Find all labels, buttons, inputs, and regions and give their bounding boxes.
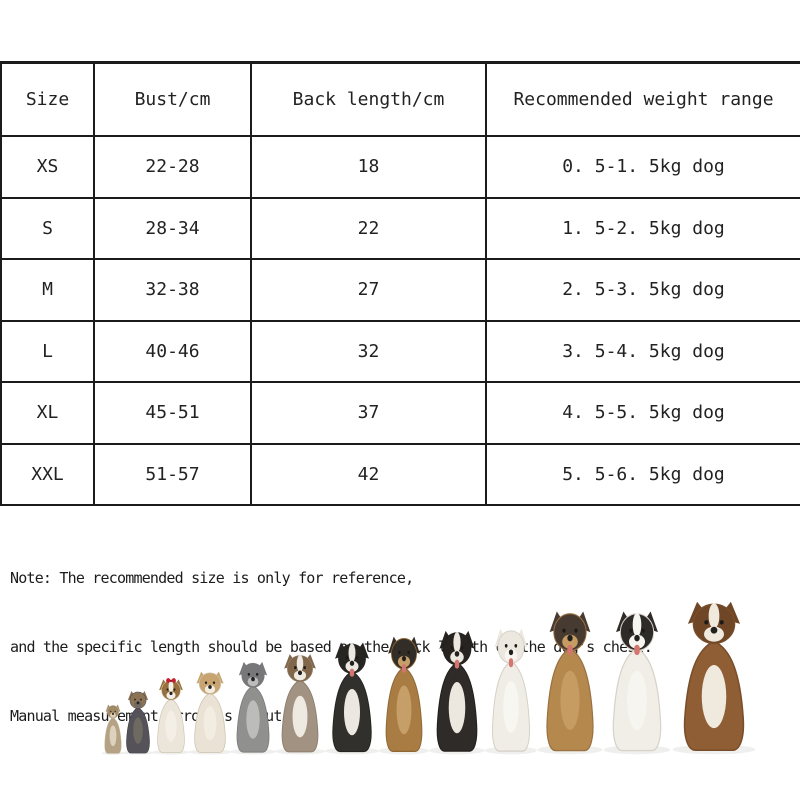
table-row: S 28-34 22 1. 5-2. 5kg dog bbox=[0, 196, 800, 260]
dog-mastiff bbox=[534, 607, 606, 755]
size-cell: XS bbox=[0, 135, 95, 199]
size-cell: M bbox=[0, 258, 95, 322]
size-chart-table: Size Bust/cm Back length/cm Recommended … bbox=[0, 61, 800, 506]
column-header-weight: Recommended weight range bbox=[485, 61, 800, 137]
back-length-cell: 37 bbox=[250, 381, 487, 445]
dog-schnauzer bbox=[228, 659, 278, 755]
bust-cell: 45-51 bbox=[93, 381, 252, 445]
bust-cell: 51-57 bbox=[93, 442, 252, 506]
dog-yorkshire-terrier bbox=[120, 689, 156, 755]
table-header-row: Size Bust/cm Back length/cm Recommended … bbox=[0, 61, 800, 137]
back-length-cell: 42 bbox=[250, 442, 487, 506]
dog-shih-tzu bbox=[150, 677, 192, 755]
weight-cell: 3. 5-4. 5kg dog bbox=[485, 319, 800, 383]
weight-cell: 0. 5-1. 5kg dog bbox=[485, 135, 800, 199]
size-cell: XL bbox=[0, 381, 95, 445]
dog-saint-bernard bbox=[668, 597, 760, 755]
column-header-bust: Bust/cm bbox=[93, 61, 252, 137]
column-header-size: Size bbox=[0, 61, 95, 137]
table-row: L 40-46 32 3. 5-4. 5kg dog bbox=[0, 319, 800, 383]
column-header-back: Back length/cm bbox=[250, 61, 487, 137]
back-length-cell: 22 bbox=[250, 196, 487, 260]
dog-landseer bbox=[600, 607, 674, 755]
dog-bernese-mountain-dog bbox=[322, 639, 382, 755]
bust-cell: 28-34 bbox=[93, 196, 252, 260]
dog-chihuahua bbox=[100, 703, 126, 755]
table-row: XL 45-51 37 4. 5-5. 5kg dog bbox=[0, 381, 800, 445]
size-cell: L bbox=[0, 319, 95, 383]
back-length-cell: 18 bbox=[250, 135, 487, 199]
dog-size-lineup bbox=[100, 583, 762, 755]
back-length-cell: 27 bbox=[250, 258, 487, 322]
size-cell: XXL bbox=[0, 442, 95, 506]
weight-cell: 1. 5-2. 5kg dog bbox=[485, 196, 800, 260]
dog-australian-shepherd bbox=[272, 651, 328, 755]
back-length-cell: 32 bbox=[250, 319, 487, 383]
bust-cell: 22-28 bbox=[93, 135, 252, 199]
dog-malinois bbox=[376, 633, 432, 755]
weight-cell: 2. 5-3. 5kg dog bbox=[485, 258, 800, 322]
dog-white-boxer bbox=[482, 625, 540, 755]
table-row: M 32-38 27 2. 5-3. 5kg dog bbox=[0, 258, 800, 322]
bust-cell: 32-38 bbox=[93, 258, 252, 322]
size-cell: S bbox=[0, 196, 95, 260]
dog-swiss-mountain-dog bbox=[426, 627, 488, 755]
table-row: XXL 51-57 42 5. 5-6. 5kg dog bbox=[0, 442, 800, 506]
weight-cell: 5. 5-6. 5kg dog bbox=[485, 442, 800, 506]
weight-cell: 4. 5-5. 5kg dog bbox=[485, 381, 800, 445]
bust-cell: 40-46 bbox=[93, 319, 252, 383]
dog-griffon bbox=[186, 669, 234, 755]
note-line-1: Note: The recommended size is only for r… bbox=[10, 569, 414, 587]
table-row: XS 22-28 18 0. 5-1. 5kg dog bbox=[0, 135, 800, 199]
